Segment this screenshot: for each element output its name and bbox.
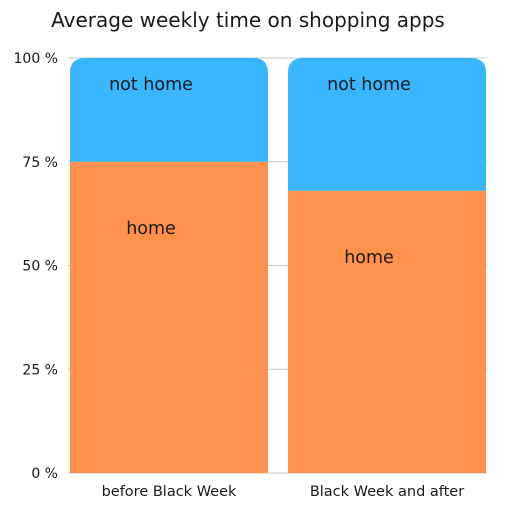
segment-label: home	[126, 219, 176, 239]
y-tick-label: 100 %	[14, 51, 58, 67]
segment-label: not home	[327, 75, 411, 95]
x-category-label: Black Week and after	[310, 484, 464, 500]
bar-segment-not-home	[70, 58, 268, 162]
bar-segment-not-home	[288, 58, 486, 191]
bars: home not home home not home	[70, 58, 486, 474]
chart-title: Average weekly time on shopping apps	[51, 8, 445, 32]
x-axis: before Black Week Black Week and after	[102, 484, 465, 500]
x-category-label: before Black Week	[102, 484, 237, 500]
y-tick-label: 75 %	[22, 155, 58, 171]
bar-segment-home	[70, 161, 268, 473]
y-tick-label: 25 %	[22, 362, 58, 378]
bar-segment-home	[288, 190, 486, 474]
y-tick-label: 0 %	[31, 466, 58, 482]
segment-label: home	[344, 248, 394, 268]
y-tick-label: 50 %	[22, 259, 58, 275]
y-axis: 0 % 25 % 50 % 75 % 100 %	[14, 51, 58, 482]
segment-label: not home	[109, 75, 193, 95]
